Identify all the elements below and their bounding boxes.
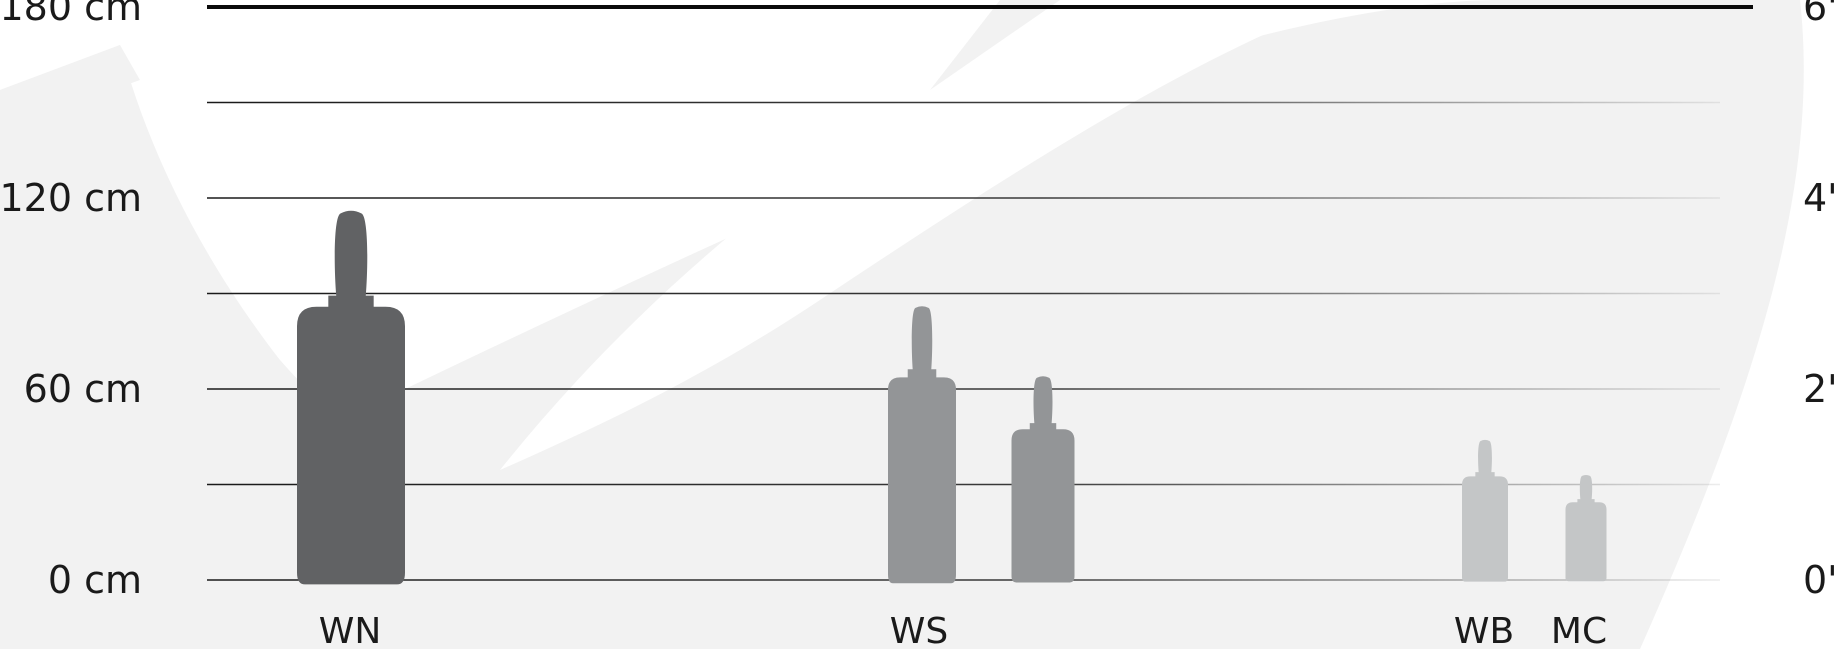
left-tick-label: 0 cm [48,558,142,602]
left-tick-label: 120 cm [0,176,142,220]
left-tick-label: 60 cm [24,367,142,411]
cylinder-marks [297,210,1607,585]
cylinder-wb [1462,439,1508,582]
right-tick-label: 0' [1803,558,1838,602]
gridline [207,292,1720,295]
right-tick-label: 6' [1803,0,1838,29]
gridline [207,101,1720,104]
gridline [207,483,1720,486]
gridline [207,388,1720,390]
right-tick-label: 2' [1803,367,1838,411]
gridline [207,579,1720,581]
right-tick-label: 4' [1803,176,1838,220]
cylinder-wn [297,210,405,585]
category-label-mc: MC [1551,611,1607,649]
cylinder-ws [888,306,956,584]
category-label-wb: WB [1454,611,1514,649]
gridlines [207,5,1753,581]
left-axis: 0 cm 60 cm 120 cm 180 cm [0,0,142,602]
category-label-wn: WN [319,611,382,649]
gridline [207,197,1720,199]
cylinder-mc [1565,474,1607,582]
gridline-top [207,5,1753,9]
right-axis: 0' 2' 4' 6' [1803,0,1838,602]
background-swoosh [0,0,1804,649]
left-tick-label: 180 cm [0,0,142,29]
cylinder-ws-2 [1011,376,1075,583]
category-labels: WN WS WB MC [319,611,1607,649]
category-label-ws: WS [890,611,948,649]
